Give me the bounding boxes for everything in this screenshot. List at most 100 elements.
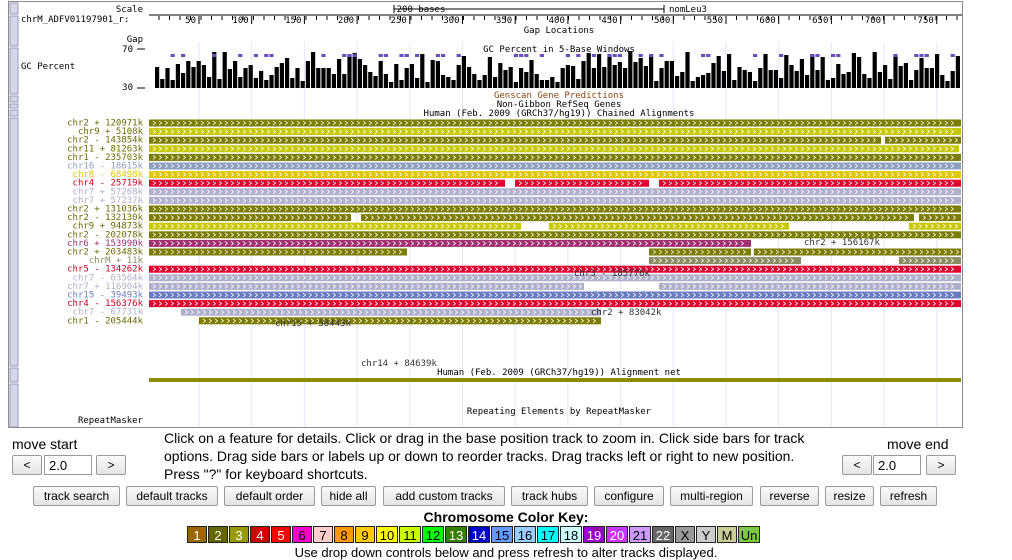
default-order-button[interactable]: default order [224, 486, 315, 506]
ruler-position-label: 50 [185, 16, 196, 26]
chain-alignment-block[interactable] [919, 214, 961, 222]
chain-alignment-block[interactable] [149, 188, 961, 196]
chain-alignment-block[interactable] [149, 231, 961, 239]
chain-row-label[interactable]: chr7 - 67731k [73, 308, 144, 318]
track-side-bar[interactable] [9, 117, 19, 367]
chain-row-label[interactable]: chr9 + 94873k [73, 222, 144, 232]
chain-alignment-block[interactable] [149, 291, 961, 299]
chain-row-label[interactable]: chr7 + 57237k [73, 196, 144, 206]
color-key-title: Chromosome Color Key: [423, 509, 589, 525]
chain-row-label[interactable]: chr7 - 63564k [73, 273, 144, 283]
chain-inline-label[interactable]: chr2 + 156167k [804, 238, 880, 248]
track-side-bar[interactable] [9, 95, 19, 103]
chain-alignment-block[interactable] [149, 162, 961, 170]
color-key-chr-13: 13 [445, 526, 467, 543]
track-side-bar[interactable] [9, 367, 19, 383]
gc-max-label: 70 [122, 45, 133, 55]
move-end-input[interactable] [873, 455, 921, 475]
chain-row-label[interactable]: chr4 - 156376k [67, 299, 143, 309]
configure-button[interactable]: configure [594, 486, 664, 506]
chain-alignment-block[interactable] [649, 248, 751, 256]
move-end-right-button[interactable]: > [926, 455, 956, 475]
genome-browser-image[interactable]: Scale 200 bases nomLeu3 chrM_ADFV0119790… [8, 1, 963, 428]
color-key-chr-10: 10 [376, 526, 398, 543]
chain-row-label[interactable]: chr2 + 120971k [67, 119, 143, 129]
chain-row-label[interactable]: chr7 + 116904k [67, 282, 143, 292]
chain-alignment-block[interactable] [149, 214, 351, 222]
move-end-left-button[interactable]: < [842, 455, 872, 475]
net-track-title: Human (Feb. 2009 (GRCh37/hg19)) Alignmen… [437, 368, 681, 378]
color-key-chr-22: 22 [652, 526, 674, 543]
chain-row-label[interactable]: chr1 - 205444k [67, 316, 143, 326]
color-key-chr-2: 2 [208, 526, 228, 543]
reverse-button[interactable]: reverse [760, 486, 819, 506]
chain-row-label[interactable]: chr5 - 134262k [67, 265, 143, 275]
chain-alignment-block[interactable] [754, 248, 961, 256]
chain-row-label[interactable]: chr16 - 18615k [67, 162, 143, 172]
ruler-position-label: 350 [496, 16, 512, 26]
chain-row-label[interactable]: chr9 + 5108k [78, 127, 144, 137]
chain-row-label[interactable]: chr2 - 202078k [67, 230, 143, 240]
chain-alignment-block[interactable] [909, 222, 961, 230]
track-side-bar[interactable] [9, 383, 19, 427]
chain-alignment-block[interactable] [149, 153, 961, 161]
color-key-chr-m: M [717, 526, 737, 543]
chain-inline-label[interactable]: chr2 + 83042k [591, 308, 662, 318]
resize-button[interactable]: resize [825, 486, 874, 506]
gc-min-label: 30 [122, 83, 133, 93]
chain-row-label[interactable]: chr2 - 143854k [67, 136, 143, 146]
net-track-bar[interactable] [149, 378, 961, 382]
track-side-bar[interactable] [9, 103, 19, 109]
chain-alignment-block[interactable] [149, 248, 407, 256]
chain-alignment-block[interactable] [199, 317, 601, 325]
refresh-button[interactable]: refresh [880, 486, 937, 506]
track-search-button[interactable]: track search [33, 486, 120, 506]
chain-alignment-block[interactable] [149, 171, 961, 179]
chain-alignment-block[interactable] [149, 265, 961, 273]
chain-alignment-block[interactable] [149, 282, 584, 290]
track-side-bar[interactable] [9, 109, 19, 117]
chain-alignment-block[interactable] [149, 196, 961, 204]
ruler-position-label: 700 [865, 16, 881, 26]
chain-alignment-block[interactable] [885, 136, 961, 144]
chain-row-label[interactable]: chr2 + 203483k [67, 248, 143, 258]
chain-alignment-block[interactable] [149, 119, 961, 127]
track-side-bar[interactable] [9, 15, 19, 47]
chain-inline-label[interactable]: chr3 - 185776k [574, 269, 650, 279]
chain-row-label[interactable]: chr15 - 39493k [67, 291, 143, 301]
color-key-chr-y: Y [696, 526, 716, 543]
chain-inline-label[interactable]: chr15 + 58443k [275, 319, 351, 329]
chain-row-label[interactable]: chr11 + 81263k [67, 144, 143, 154]
gc-percent-bars[interactable] [155, 51, 960, 88]
default-tracks-button[interactable]: default tracks [126, 486, 218, 506]
move-start-input[interactable] [44, 455, 92, 475]
chain-row-label[interactable]: chr2 - 132130k [67, 213, 143, 223]
move-start-left-button[interactable]: < [12, 455, 42, 475]
hide-all-button[interactable]: hide all [321, 486, 376, 506]
track-hubs-button[interactable]: track hubs [511, 486, 588, 506]
chain-alignment-block[interactable] [149, 205, 961, 213]
chain-row-label[interactable]: chr1 - 235703k [67, 153, 143, 163]
track-side-bar[interactable] [9, 47, 19, 95]
chain-inline-label[interactable]: chr14 + 84639k [361, 359, 437, 369]
add-custom-tracks-button[interactable]: add custom tracks [383, 486, 505, 506]
move-start-right-button[interactable]: > [96, 455, 126, 475]
chain-row-label[interactable]: chr8 - 68498k [73, 170, 144, 180]
base-position-ruler[interactable]: 50 100 150 200 250 300 350 400 450 500 550 600 650 70… [158, 16, 958, 26]
chain-row-label[interactable]: chr2 + 131036k [67, 205, 143, 215]
chain-alignment-block[interactable] [149, 128, 961, 136]
chain-row-label[interactable]: chrM + 11k [89, 256, 144, 266]
ruler-position-label: 100 [232, 16, 248, 26]
chain-row-label[interactable]: chr7 + 57268k [73, 187, 144, 197]
multi-region-button[interactable]: multi-region [670, 486, 753, 506]
chain-alignment-block[interactable] [649, 257, 801, 265]
chain-row-label[interactable]: chr6 + 153990k [67, 239, 143, 249]
chain-row-label[interactable]: chr4 - 25719k [73, 179, 144, 189]
chain-alignment-block[interactable] [149, 300, 961, 308]
chain-alignment-block[interactable] [149, 179, 505, 187]
track-side-bar[interactable] [9, 2, 19, 15]
chain-alignment-block[interactable] [149, 274, 961, 282]
gc-track-label: GC Percent [21, 62, 75, 72]
color-key-chr-18: 18 [560, 526, 582, 543]
chain-alignment-block[interactable] [149, 145, 959, 153]
